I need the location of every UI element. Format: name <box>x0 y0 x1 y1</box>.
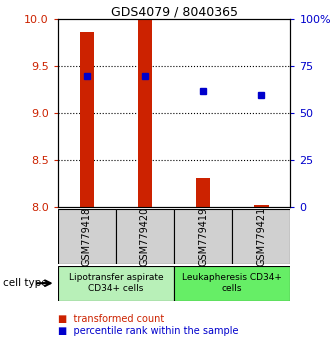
Bar <box>138 19 152 207</box>
Text: GSM779420: GSM779420 <box>140 207 150 266</box>
Text: GSM779419: GSM779419 <box>198 207 208 266</box>
Text: cell type: cell type <box>3 278 48 288</box>
Text: ■  transformed count: ■ transformed count <box>58 314 164 324</box>
Bar <box>116 209 174 264</box>
Bar <box>254 205 269 207</box>
Bar <box>174 266 290 301</box>
Bar <box>58 266 174 301</box>
Bar <box>232 209 290 264</box>
Title: GDS4079 / 8040365: GDS4079 / 8040365 <box>111 5 238 18</box>
Text: GSM779421: GSM779421 <box>256 207 266 266</box>
Bar <box>80 32 94 207</box>
Text: ■  percentile rank within the sample: ■ percentile rank within the sample <box>58 326 238 336</box>
Bar <box>174 209 232 264</box>
Text: Lipotransfer aspirate
CD34+ cells: Lipotransfer aspirate CD34+ cells <box>69 274 163 293</box>
Text: GSM779418: GSM779418 <box>82 207 92 266</box>
Text: Leukapheresis CD34+
cells: Leukapheresis CD34+ cells <box>182 274 282 293</box>
Bar <box>196 178 211 207</box>
Bar <box>58 209 116 264</box>
